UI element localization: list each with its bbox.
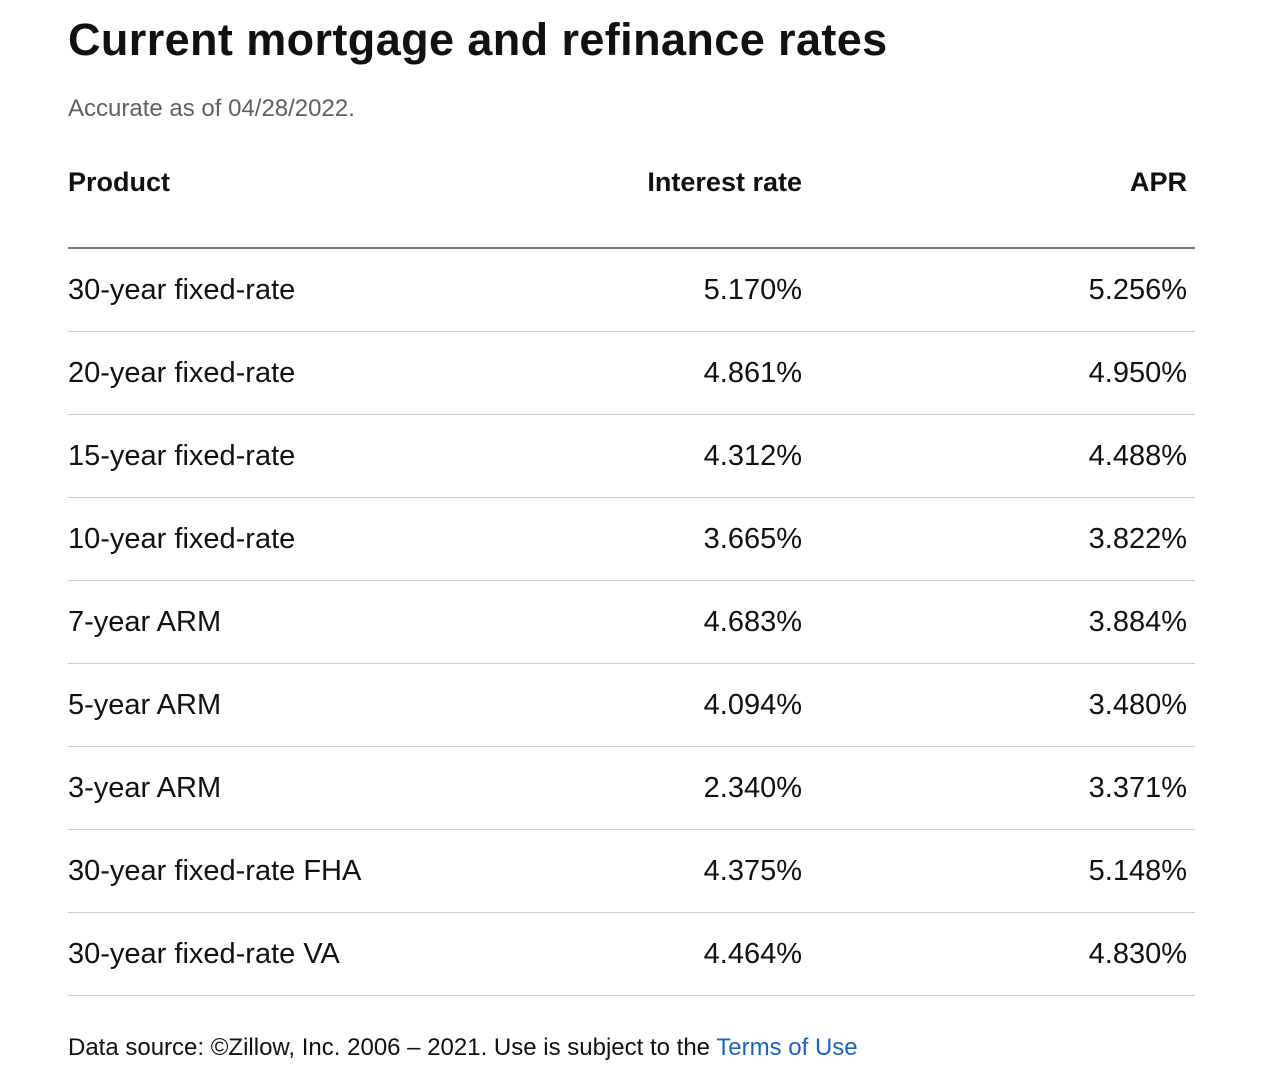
product-cell: 7-year ARM [68,580,608,664]
apr-cell: 3.371% [802,746,1195,830]
product-cell: 30-year fixed-rate FHA [68,829,608,913]
table-header-row: Product Interest rate APR [68,167,1195,249]
interest-rate-cell: 3.665% [608,497,802,581]
table-row: 5-year ARM 4.094% 3.480% [68,663,1195,747]
product-cell: 30-year fixed-rate VA [68,912,608,996]
table-row: 30-year fixed-rate FHA 4.375% 5.148% [68,829,1195,913]
apr-cell: 3.884% [802,580,1195,664]
data-source-note: Data source: ©Zillow, Inc. 2006 – 2021. … [68,996,1195,1062]
interest-rate-cell: 4.464% [608,912,802,996]
product-cell: 20-year fixed-rate [68,331,608,415]
terms-of-use-link[interactable]: Terms of Use [716,1034,858,1061]
apr-cell: 5.148% [802,829,1195,913]
apr-cell: 4.830% [802,912,1195,996]
interest-rate-cell: 4.861% [608,331,802,415]
table-row: 10-year fixed-rate 3.665% 3.822% [68,497,1195,581]
accuracy-date: Accurate as of 04/28/2022. [68,95,355,122]
page-title: Current mortgage and refinance rates [68,14,888,65]
apr-cell: 5.256% [802,248,1195,332]
product-cell: 5-year ARM [68,663,608,747]
interest-rate-cell: 4.312% [608,414,802,498]
column-header-interest-rate: Interest rate [608,167,802,249]
product-cell: 3-year ARM [68,746,608,830]
rates-widget: Current mortgage and refinance rates Acc… [68,0,1195,1062]
apr-cell: 4.488% [802,414,1195,498]
column-header-product: Product [68,167,608,249]
interest-rate-cell: 4.375% [608,829,802,913]
column-header-apr: APR [802,167,1195,249]
table-row: 7-year ARM 4.683% 3.884% [68,580,1195,664]
table-row: 30-year fixed-rate VA 4.464% 4.830% [68,912,1195,996]
rates-table: Product Interest rate APR 30-year fixed-… [68,167,1195,996]
interest-rate-cell: 2.340% [608,746,802,830]
interest-rate-cell: 4.094% [608,663,802,747]
product-cell: 10-year fixed-rate [68,497,608,581]
interest-rate-cell: 4.683% [608,580,802,664]
table-row: 15-year fixed-rate 4.312% 4.488% [68,414,1195,498]
interest-rate-cell: 5.170% [608,248,802,332]
product-cell: 15-year fixed-rate [68,414,608,498]
table-row: 20-year fixed-rate 4.861% 4.950% [68,331,1195,415]
apr-cell: 4.950% [802,331,1195,415]
table-row: 30-year fixed-rate 5.170% 5.256% [68,248,1195,332]
product-cell: 30-year fixed-rate [68,248,608,332]
table-row: 3-year ARM 2.340% 3.371% [68,746,1195,830]
apr-cell: 3.480% [802,663,1195,747]
data-source-text: Data source: ©Zillow, Inc. 2006 – 2021. … [68,1034,717,1061]
apr-cell: 3.822% [802,497,1195,581]
